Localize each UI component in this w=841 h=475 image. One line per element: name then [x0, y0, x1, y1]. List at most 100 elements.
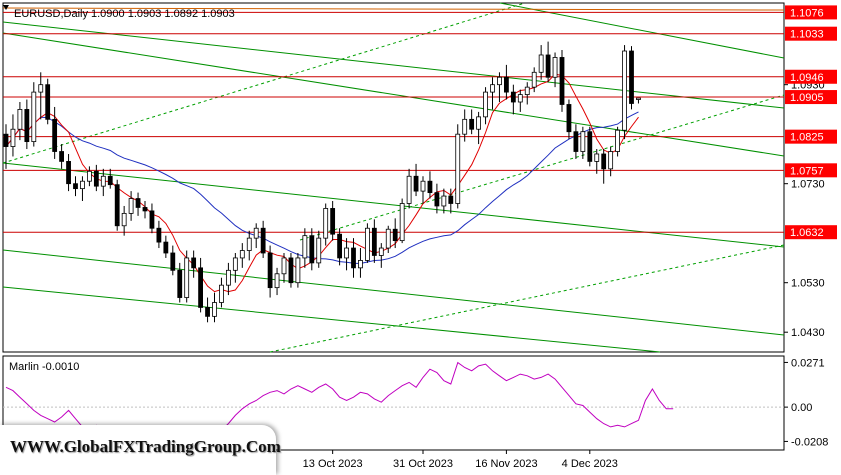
candle[interactable] [38, 72, 44, 120]
candle[interactable] [309, 228, 315, 271]
date-axis-label: 31 Oct 2023 [393, 458, 453, 470]
candle[interactable] [212, 292, 217, 323]
candle[interactable] [399, 198, 405, 244]
candle[interactable] [17, 102, 23, 141]
candle[interactable] [608, 146, 614, 177]
candle[interactable] [80, 176, 85, 202]
candle[interactable] [552, 52, 558, 88]
level-price-label: 1.0757 [790, 165, 824, 177]
candle[interactable] [177, 262, 183, 303]
candle[interactable] [441, 188, 447, 214]
candle[interactable] [31, 82, 37, 147]
candle[interactable] [316, 230, 322, 268]
candle[interactable] [483, 87, 488, 125]
candle[interactable] [615, 126, 620, 157]
candle[interactable] [267, 245, 273, 298]
candle[interactable] [559, 50, 565, 112]
candle[interactable] [253, 223, 259, 249]
candle[interactable] [503, 64, 509, 100]
candle[interactable] [629, 46, 634, 110]
candle[interactable] [427, 171, 433, 199]
candle[interactable] [260, 220, 266, 258]
candle[interactable] [59, 144, 64, 169]
candle[interactable] [406, 168, 412, 209]
candle[interactable] [93, 164, 99, 192]
candle[interactable] [302, 228, 308, 268]
candle[interactable] [622, 45, 627, 140]
candle[interactable] [573, 124, 579, 159]
candle[interactable] [225, 262, 231, 296]
candle[interactable] [469, 109, 475, 135]
candle[interactable] [566, 99, 572, 140]
candle[interactable] [170, 245, 176, 276]
candle[interactable] [476, 111, 482, 145]
candle[interactable] [73, 176, 78, 197]
candle-body [622, 50, 627, 131]
candle[interactable] [281, 252, 287, 283]
candle-body [441, 195, 447, 207]
candle[interactable] [358, 248, 363, 278]
candle[interactable] [163, 235, 169, 258]
candle[interactable] [510, 84, 516, 115]
candle[interactable] [323, 203, 329, 246]
candle[interactable] [497, 72, 502, 103]
candle[interactable] [413, 163, 419, 197]
main-window[interactable]: 1.04301.05301.07301.09301.10761.10331.09… [2, 2, 837, 353]
candle[interactable] [184, 250, 190, 303]
candle[interactable] [87, 166, 92, 187]
candle[interactable] [587, 126, 593, 167]
candle[interactable] [524, 82, 530, 105]
candle[interactable] [128, 191, 134, 221]
candle[interactable] [107, 168, 113, 189]
candle[interactable] [10, 114, 16, 157]
candle[interactable] [580, 126, 586, 159]
candle[interactable] [517, 89, 523, 112]
candle[interactable] [135, 192, 141, 216]
candle[interactable] [490, 77, 495, 110]
candle[interactable] [330, 201, 336, 241]
candle[interactable] [219, 277, 224, 308]
candle[interactable] [156, 220, 162, 249]
candle[interactable] [274, 267, 280, 296]
candle[interactable] [434, 183, 440, 214]
candle[interactable] [66, 153, 71, 192]
candle[interactable] [142, 201, 148, 219]
candle[interactable] [205, 297, 210, 323]
candle[interactable] [24, 99, 30, 150]
candle[interactable] [288, 252, 294, 288]
candle[interactable] [371, 219, 377, 263]
candle[interactable] [636, 97, 641, 104]
candle[interactable] [531, 67, 537, 93]
indicator-window[interactable]: 13 Oct 2023 31 Oct 2023 16 Nov 2023 4 Dec 2… [2, 355, 828, 470]
candle[interactable] [45, 78, 51, 125]
candle[interactable] [455, 124, 461, 209]
candle[interactable] [344, 238, 349, 271]
candle[interactable] [594, 149, 600, 174]
candle[interactable] [121, 205, 127, 236]
candle[interactable] [385, 225, 391, 253]
candle[interactable] [337, 228, 343, 266]
candle[interactable] [351, 238, 356, 278]
candle[interactable] [601, 149, 607, 184]
candle[interactable] [378, 243, 384, 268]
candle[interactable] [364, 223, 370, 263]
candle[interactable] [52, 106, 58, 159]
candle[interactable] [114, 179, 120, 231]
candle[interactable] [239, 243, 245, 268]
candle[interactable] [392, 218, 398, 249]
candle[interactable] [232, 252, 238, 283]
candle[interactable] [545, 41, 551, 83]
candle[interactable] [100, 168, 106, 197]
window-menu-triangle-icon[interactable] [3, 5, 9, 10]
candle[interactable] [295, 252, 301, 288]
candle[interactable] [538, 45, 544, 80]
candle[interactable] [149, 203, 155, 234]
candle[interactable] [420, 176, 426, 204]
candle[interactable] [191, 250, 197, 278]
candle[interactable] [462, 109, 468, 142]
candle[interactable] [246, 230, 252, 261]
candle[interactable] [198, 257, 204, 313]
candle[interactable] [448, 188, 454, 214]
candle[interactable] [3, 124, 9, 169]
